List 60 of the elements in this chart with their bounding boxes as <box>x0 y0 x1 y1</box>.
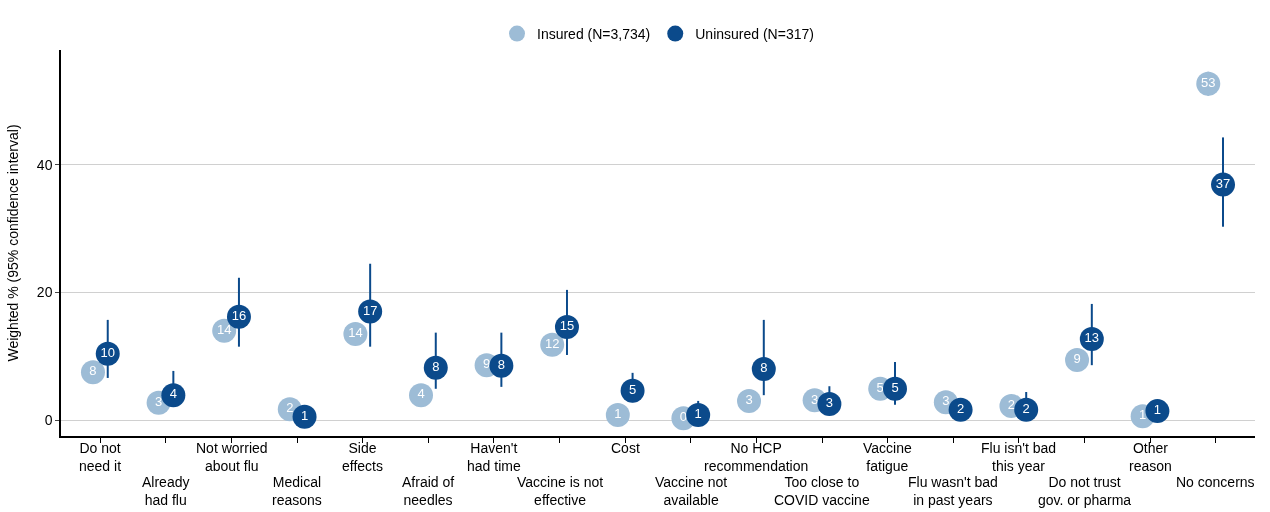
x-tick-label: Vaccine fatigue <box>863 440 912 475</box>
y-tick-label: 20 <box>36 284 53 301</box>
data-label: 14 <box>348 325 363 341</box>
data-label: 12 <box>544 336 560 352</box>
x-tick-label: Do not trust gov. or pharma <box>1038 474 1132 509</box>
data-label: 3 <box>811 391 819 407</box>
data-label: 15 <box>559 318 575 334</box>
x-tick-label: Side effects <box>342 440 383 475</box>
data-label: 9 <box>482 356 491 372</box>
x-tick-label: Not worried about flu <box>196 440 268 475</box>
x-tick-label: Flu wasn't bad in past years <box>908 474 998 509</box>
data-label: 4 <box>169 386 177 402</box>
data-label: 2 <box>956 401 965 417</box>
x-tick-label: Afraid of needles <box>402 474 455 509</box>
x-tick-label: Already had flu <box>142 474 190 509</box>
x-tick-label: No concerns <box>1176 474 1255 490</box>
data-label: 1 <box>614 406 622 422</box>
x-tick-label: Haven't had time <box>467 440 521 475</box>
data-label: 14 <box>216 321 232 337</box>
x-tick-label: Cost <box>611 440 640 456</box>
data-label: 9 <box>1073 351 1081 367</box>
x-tick-label: Other reason <box>1129 440 1172 475</box>
data-label: 1 <box>1139 407 1147 423</box>
data-label: 53 <box>1201 75 1216 91</box>
data-label: 3 <box>942 393 950 409</box>
data-label: 5 <box>876 380 884 396</box>
legend-label: Insured (N=3,734) <box>537 26 651 43</box>
data-label: 10 <box>100 344 115 360</box>
legend-label: Uninsured (N=317) <box>695 26 814 43</box>
x-tick-label: Vaccine not available <box>655 474 728 509</box>
data-label: 3 <box>745 392 753 408</box>
data-label: 8 <box>497 357 505 373</box>
data-label: 5 <box>891 380 899 396</box>
data-label: 8 <box>760 360 768 376</box>
data-label: 5 <box>628 381 637 397</box>
data-label: 3 <box>825 395 834 411</box>
data-label: 37 <box>1215 175 1231 191</box>
y-tick-label: 0 <box>44 411 53 428</box>
data-label: 16 <box>231 307 247 323</box>
data-label: 8 <box>432 358 440 374</box>
data-label: 2 <box>1022 401 1030 417</box>
x-tick-label: Vaccine is not effective <box>517 474 604 509</box>
data-label: 8 <box>89 363 97 379</box>
x-tick-label: No HCP recommendation <box>704 440 809 475</box>
data-label: 1 <box>300 408 309 424</box>
data-label: 2 <box>286 400 294 416</box>
data-label: 3 <box>154 394 163 410</box>
data-label: 4 <box>417 386 425 402</box>
data-label: 17 <box>362 302 378 318</box>
data-label: 2 <box>1007 397 1016 413</box>
x-tick-label: Do not need it <box>79 440 122 475</box>
x-tick-label: Medical reasons <box>272 474 322 509</box>
data-label: 1 <box>694 406 702 422</box>
y-tick-label: 40 <box>36 156 53 173</box>
x-tick-label: Flu isn't bad this year <box>981 440 1057 475</box>
x-tick-label: Too close to COVID vaccine <box>774 474 870 509</box>
data-label: 13 <box>1084 330 1100 346</box>
y-axis-title: Weighted % (95% confidence interval) <box>4 124 21 362</box>
data-label: 1 <box>1153 402 1162 418</box>
data-label: 0 <box>679 409 688 425</box>
